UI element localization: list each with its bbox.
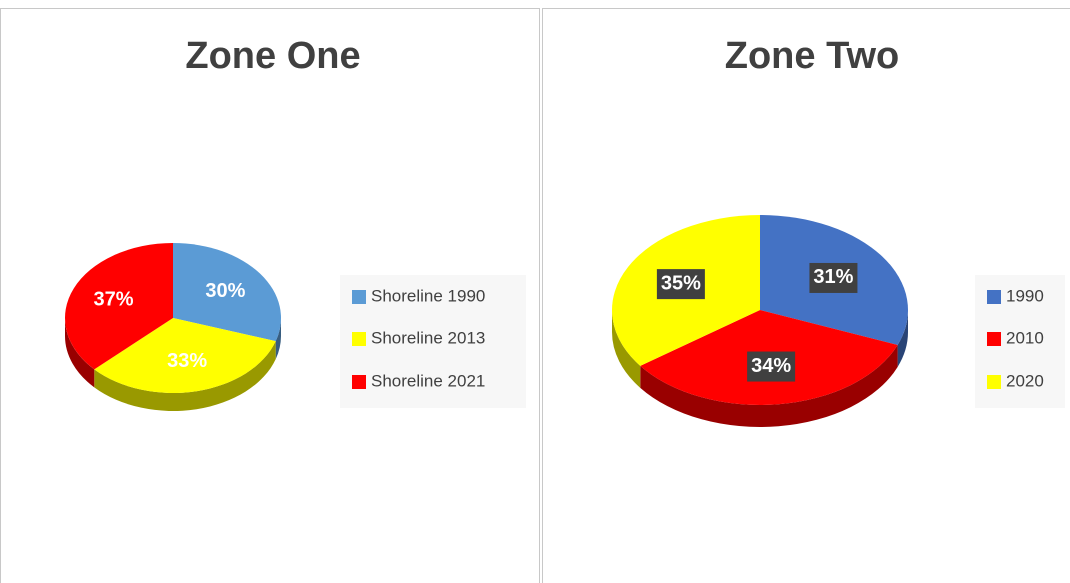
legend-swatch	[352, 290, 366, 304]
pie-side	[65, 318, 95, 388]
legend-box	[340, 275, 526, 408]
pie-slice	[94, 318, 276, 393]
pie-side	[897, 310, 908, 367]
legend-label: Shoreline 2021	[371, 371, 485, 390]
legend-swatch	[987, 332, 1001, 346]
legend-label: 1990	[1006, 286, 1044, 305]
pie-side	[94, 341, 276, 411]
data-label: 34%	[751, 355, 791, 377]
legend-swatch	[352, 375, 366, 389]
pie-side	[612, 310, 641, 388]
pie-slice	[64, 243, 173, 370]
data-label: 30%	[205, 280, 245, 302]
data-label: 35%	[661, 272, 701, 294]
data-label-box	[747, 351, 796, 382]
legend-swatch	[987, 290, 1001, 304]
legend-label: Shoreline 2013	[371, 328, 485, 347]
legend-label: Shoreline 1990	[371, 286, 485, 305]
data-label: 31%	[813, 266, 853, 288]
data-label: 37%	[94, 288, 134, 310]
data-label-box	[809, 262, 858, 293]
legend-label: 2020	[1006, 371, 1044, 390]
legend-label: 2010	[1006, 328, 1044, 347]
chart-title: Zone Two	[725, 35, 900, 77]
legend-swatch	[352, 332, 366, 346]
legend-swatch	[987, 375, 1001, 389]
pie-side	[640, 344, 898, 427]
pie-slice	[173, 243, 281, 342]
pie-side	[275, 318, 281, 360]
data-label: 33%	[167, 350, 207, 372]
chart-title: Zone One	[185, 35, 360, 77]
data-label-box	[656, 269, 705, 300]
